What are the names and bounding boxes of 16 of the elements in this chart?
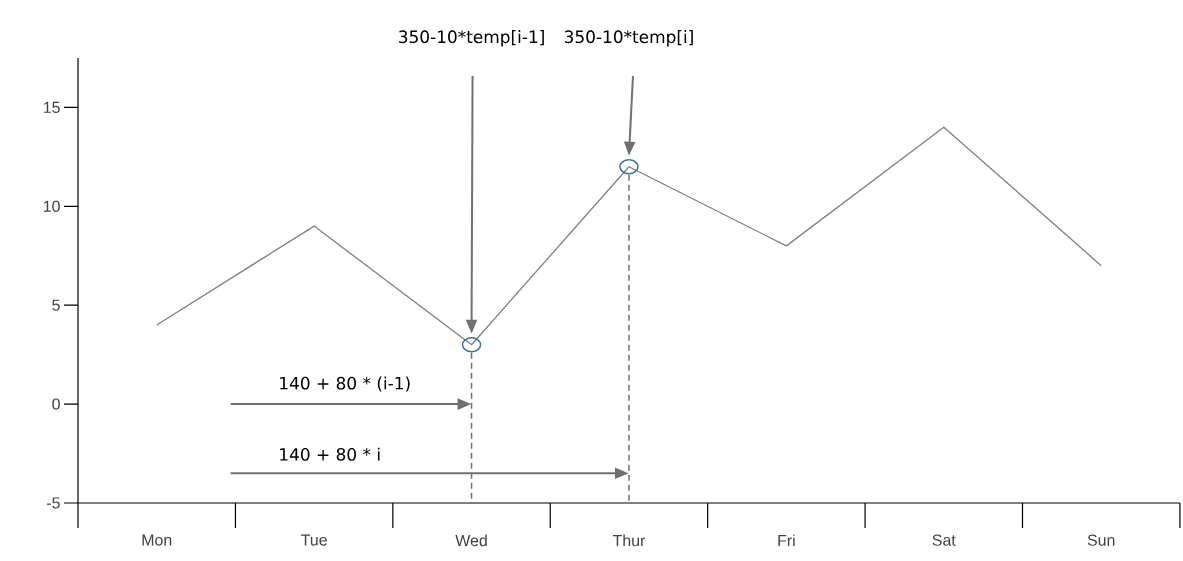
text: 350-10*temp[i] xyxy=(564,30,693,47)
annotation: 140 + 80 * (i-1) xyxy=(280,376,410,392)
y-tick-label: -5 xyxy=(47,497,60,509)
x-tick-label: Mon xyxy=(142,534,172,546)
text: 350-10*temp[i-1] xyxy=(399,30,544,47)
y-tick-label: 5 xyxy=(52,299,60,311)
x-tick-label: Fri xyxy=(778,534,795,547)
x-tick-label: Thur xyxy=(612,534,646,547)
x-tick-label: Sun xyxy=(1087,534,1115,546)
y-tick-label: 0 xyxy=(52,398,60,410)
x-tick-label: Wed xyxy=(455,534,487,547)
x-tick-label: Tue xyxy=(301,534,327,546)
annotation: 140 + 80 * i xyxy=(280,447,380,461)
y-tick-label: 15 xyxy=(43,101,60,113)
y-tick-label: 10 xyxy=(43,200,60,212)
x-tick-label: Sat xyxy=(932,534,956,546)
